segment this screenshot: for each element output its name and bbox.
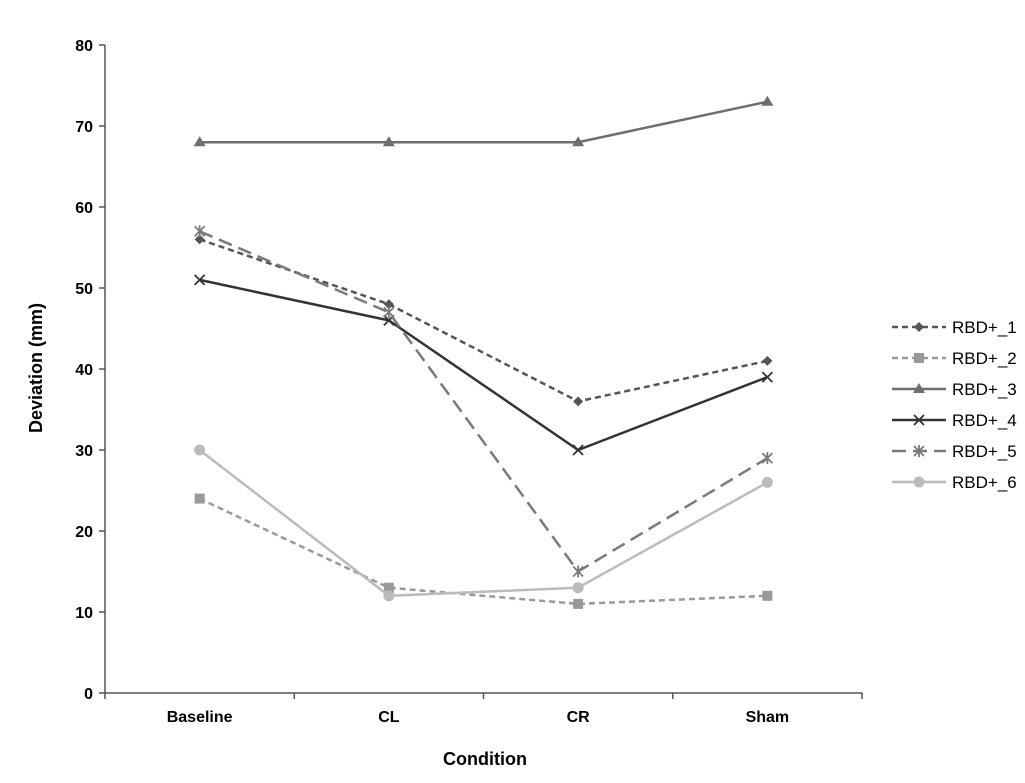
y-tick-label: 10 (75, 605, 93, 622)
data-point (761, 476, 773, 488)
x-tick-label: CL (378, 709, 400, 726)
legend-item: RBD+_6 (892, 473, 1017, 492)
data-point (193, 136, 206, 147)
data-point (762, 355, 773, 366)
x-tick-label: Sham (746, 709, 790, 726)
data-point (762, 590, 773, 601)
x-axis-title: Condition (443, 749, 527, 769)
series-line (198, 449, 768, 598)
legend-label: RBD+_6 (952, 473, 1017, 492)
legend-item: RBD+_1 (892, 318, 1017, 337)
data-point (914, 353, 924, 363)
y-tick-label: 50 (75, 281, 93, 298)
legend-label: RBD+_4 (952, 411, 1017, 430)
series-5 (193, 225, 774, 578)
legend: RBD+_1 RBD+_2 RBD+_3 RBD+_4 RBD+_5 RBD+_6 (892, 318, 1017, 492)
series-4 (193, 274, 774, 456)
data-point (761, 452, 774, 465)
data-point (572, 444, 584, 456)
data-point (761, 95, 774, 106)
data-point (383, 306, 395, 319)
y-tick-label: 80 (75, 38, 93, 55)
y-axis-title: Deviation (mm) (26, 303, 46, 433)
data-point (572, 565, 584, 578)
series-layer (193, 95, 774, 609)
y-tick-label: 0 (84, 686, 93, 703)
data-point (913, 445, 925, 457)
series-2 (194, 493, 773, 609)
data-point (194, 444, 206, 456)
data-point (193, 274, 206, 286)
legend-item: RBD+_4 (892, 411, 1017, 430)
data-point (382, 136, 395, 147)
data-point (573, 598, 584, 609)
x-tick-label: Baseline (167, 709, 233, 726)
series-1 (194, 234, 773, 407)
data-point (572, 136, 585, 147)
data-point (193, 225, 206, 238)
data-point (572, 582, 584, 594)
y-tick-label: 70 (75, 119, 93, 136)
axes: 0 10 20 30 40 50 60 70 80 Baseline CL CR Sham (75, 38, 863, 726)
legend-item: RBD+_2 (892, 349, 1017, 368)
legend-label: RBD+_2 (952, 349, 1017, 368)
data-point (913, 476, 925, 488)
y-tick-label: 60 (75, 200, 93, 217)
data-point (383, 299, 394, 310)
series-line (199, 230, 769, 574)
series-line (199, 100, 768, 144)
x-tick-label: CR (567, 709, 591, 726)
data-point (573, 396, 584, 407)
data-point (761, 371, 774, 383)
legend-label: RBD+_3 (952, 380, 1017, 399)
legend-label: RBD+_1 (952, 318, 1017, 337)
data-point (194, 234, 205, 245)
series-line (199, 497, 768, 606)
legend-item: RBD+_5 (892, 442, 1017, 461)
legend-item: RBD+_3 (892, 380, 1017, 399)
y-tick-label: 30 (75, 443, 93, 460)
data-point (913, 383, 925, 393)
data-point (383, 582, 394, 593)
series-6 (194, 444, 773, 602)
series-3 (193, 95, 774, 147)
y-tick-label: 20 (75, 524, 93, 541)
y-tick-label: 40 (75, 362, 93, 379)
data-point (383, 590, 395, 602)
data-point (194, 493, 205, 504)
legend-label: RBD+_5 (952, 442, 1017, 461)
series-line (199, 238, 768, 403)
data-point (913, 414, 925, 426)
series-line (199, 278, 768, 452)
data-point (914, 322, 924, 332)
